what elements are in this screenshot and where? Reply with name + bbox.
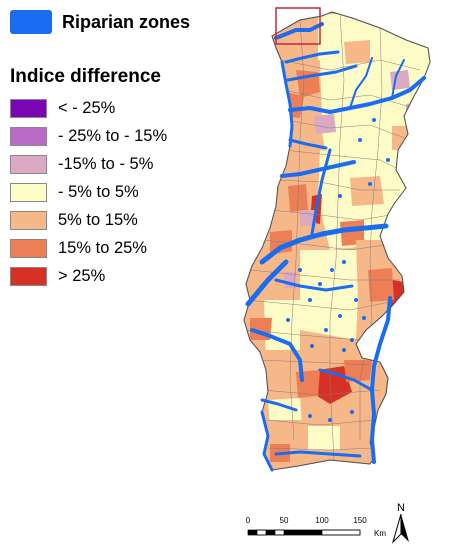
region-north-pink-a [314, 114, 336, 134]
legend-items: < - 25% - 25% to - 15% -15% to - 5% - 5%… [10, 94, 235, 290]
river-zezere [310, 148, 332, 236]
north-label: N [397, 502, 405, 514]
legend-item: 5% to 15% [10, 206, 235, 234]
legend-swatch [10, 126, 47, 146]
legend-item: > 25% [10, 262, 235, 290]
river-douro-trib-b [391, 59, 405, 99]
riparian-label: Riparian zones [62, 11, 191, 32]
river-mira [260, 398, 298, 412]
legend-item: < - 25% [10, 94, 235, 122]
riparian-zones [245, 22, 426, 472]
legend-item: - 25% to - 15% [10, 122, 235, 150]
legend-swatch [10, 182, 47, 202]
legend-item: -15% to - 5% [10, 150, 235, 178]
scale-bar-graphic [247, 529, 361, 536]
legend-label: -15% to - 5% [58, 154, 154, 173]
north-arrow-icon [391, 513, 409, 544]
river-vouga [288, 138, 328, 150]
legend-item: - 5% to 5% [10, 178, 235, 206]
legend-label: > 25% [58, 266, 106, 285]
municipality-borders [245, 13, 421, 461]
coast-riparian-south [260, 410, 274, 472]
legend-swatch [10, 238, 47, 258]
river-tejo-estuary [245, 259, 289, 307]
river-tejo [259, 223, 389, 265]
north-arrow: N [391, 502, 411, 546]
legend-swatch [10, 210, 47, 230]
region-north-orange-a [344, 40, 370, 64]
coast-riparian-north [280, 60, 294, 148]
region-lower-dark-orange-b [344, 360, 372, 382]
region-north-pink-c [406, 102, 420, 118]
river-cavado [286, 64, 358, 82]
legend-label: - 25% to - 15% [58, 126, 168, 145]
inset-box [275, 7, 321, 45]
river-minho [274, 22, 324, 40]
river-sado [250, 328, 304, 382]
map-legend: Riparian zones Indice difference < - 25%… [10, 8, 235, 290]
scale-tick-label: 50 [279, 516, 289, 525]
legend-label: - 5% to 5% [58, 182, 139, 201]
legend-swatch [10, 154, 47, 174]
scale-bar: 0 50 100 150 Km [242, 516, 386, 546]
river-mondego [280, 160, 356, 178]
scale-tick-label: 0 [245, 516, 251, 525]
legend-swatch [10, 98, 47, 118]
scale-tick-label: 150 [353, 516, 367, 525]
river-guadiana-trib [318, 368, 374, 392]
region-algarve-yellow [308, 426, 340, 450]
riparian-legend-entry: Riparian zones [10, 8, 235, 36]
riparian-swatch [10, 10, 52, 34]
river-douro [288, 76, 426, 114]
legend-label: 15% to 25% [58, 238, 147, 257]
scale-tick-label: 100 [315, 516, 329, 525]
legend-title: Indice difference [10, 66, 161, 87]
legend-item: 15% to 25% [10, 234, 235, 262]
river-algarve [274, 450, 362, 458]
river-sorraia [274, 278, 354, 292]
river-lima [284, 50, 340, 64]
river-guadiana [370, 296, 392, 464]
region-south-orange-e [368, 268, 394, 302]
portugal-border [243, 11, 431, 471]
region-south-yellow [300, 250, 360, 340]
river-douro-trib-a [349, 57, 373, 109]
legend-label: 5% to 15% [58, 210, 138, 229]
region-center-orange-c [350, 176, 384, 206]
legend-label: < - 25% [58, 98, 116, 117]
reservoirs [286, 118, 390, 422]
scale-unit: Km [374, 529, 386, 538]
legend-swatch [10, 266, 47, 286]
